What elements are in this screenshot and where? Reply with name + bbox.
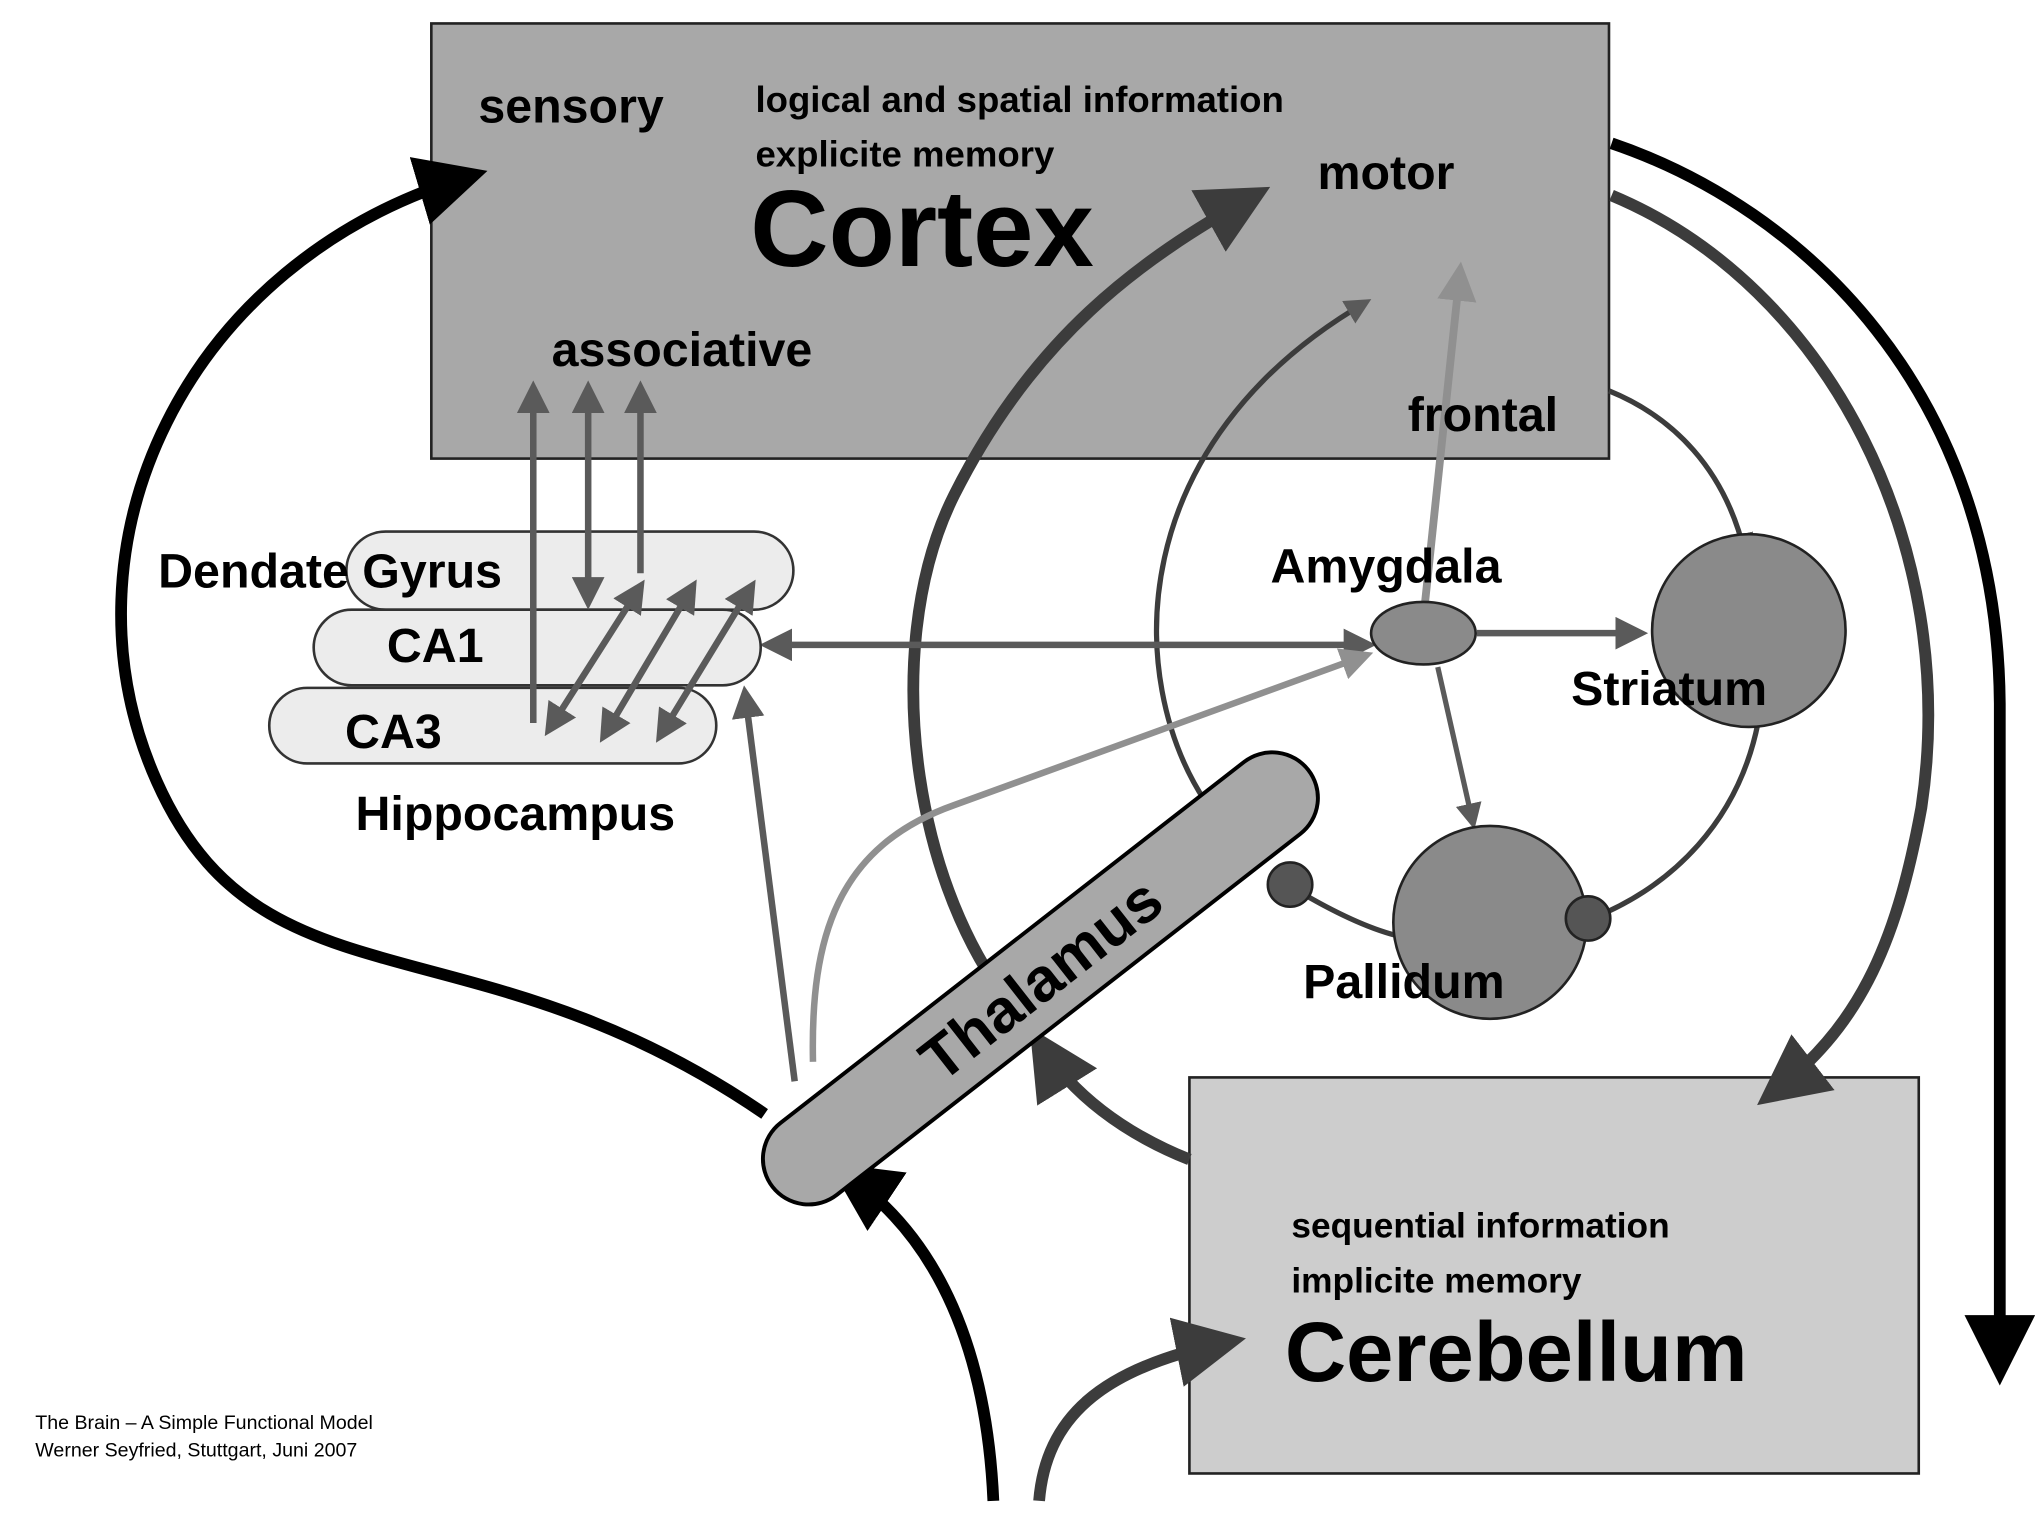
hippocampus-label: Hippocampus <box>356 787 676 841</box>
dark-arc-thalamus-to-motor <box>907 186 1271 1034</box>
motor-label: motor <box>1318 146 1455 200</box>
dark-arrow-input-to-cerebellum <box>1033 1317 1246 1502</box>
light-arrow-amygdala-to-frontal <box>1420 261 1477 607</box>
black-arrow-input-to-thalamus <box>828 1162 1000 1502</box>
amygdala-label: Amygdala <box>1270 539 1502 593</box>
striatum-node <box>1650 532 1847 729</box>
credit-line2: Werner Seyfried, Stuttgart, Juni 2007 <box>35 1440 357 1462</box>
cerebellum-info-line2: implicite memory <box>1291 1261 1582 1300</box>
pallidum-label: Pallidum <box>1303 955 1504 1009</box>
dark-arrow-cortex-to-cerebellum <box>1609 190 1935 1106</box>
frontal-label: frontal <box>1408 388 1558 442</box>
diag-arrow-3 <box>655 579 756 743</box>
cerebellum-title: Cerebellum <box>1285 1304 1748 1399</box>
ca1-layer <box>312 608 763 687</box>
cerebellum-box <box>1188 1076 1921 1475</box>
ca1-label: CA1 <box>387 619 484 673</box>
cortex-info-line1: logical and spatial information <box>755 79 1283 120</box>
black-arrow-to-sensory <box>115 157 768 1119</box>
cortex-title: Cortex <box>750 168 1094 289</box>
arrow-thalamus-to-hippocampus <box>731 685 798 1082</box>
cerebellum-info-line1: sequential information <box>1291 1207 1669 1246</box>
ca3-layer <box>267 686 718 765</box>
sensory-label: sensory <box>478 80 664 134</box>
dentate-gyrus-label: Dendate Gyrus <box>158 545 502 599</box>
light-arrow-thalamus-to-amygdala <box>809 648 1374 1062</box>
associative-label: associative <box>552 323 813 377</box>
credit-line1: The Brain – A Simple Functional Model <box>35 1412 373 1434</box>
striatum-output-dot <box>1564 895 1612 942</box>
ca3-label: CA3 <box>345 705 442 759</box>
pallidum-output-dot <box>1266 861 1314 909</box>
cortex-info-line2: explicite memory <box>755 134 1055 175</box>
striatum-pallidum-loop <box>1591 722 1761 921</box>
dark-arrow-cerebellum-to-thalamus <box>1029 1027 1192 1165</box>
arrow-amygdala-to-pallidum <box>1435 666 1482 830</box>
striatum-label: Striatum <box>1571 662 1767 716</box>
amygdala-node <box>1369 600 1477 666</box>
thalamus-bar <box>760 750 1320 1207</box>
black-arrow-cortex-to-spinal <box>1609 137 2036 1386</box>
arrow-thalamus-to-motor <box>1154 299 1372 803</box>
arrow-frontal-to-striatum <box>1607 388 1754 560</box>
